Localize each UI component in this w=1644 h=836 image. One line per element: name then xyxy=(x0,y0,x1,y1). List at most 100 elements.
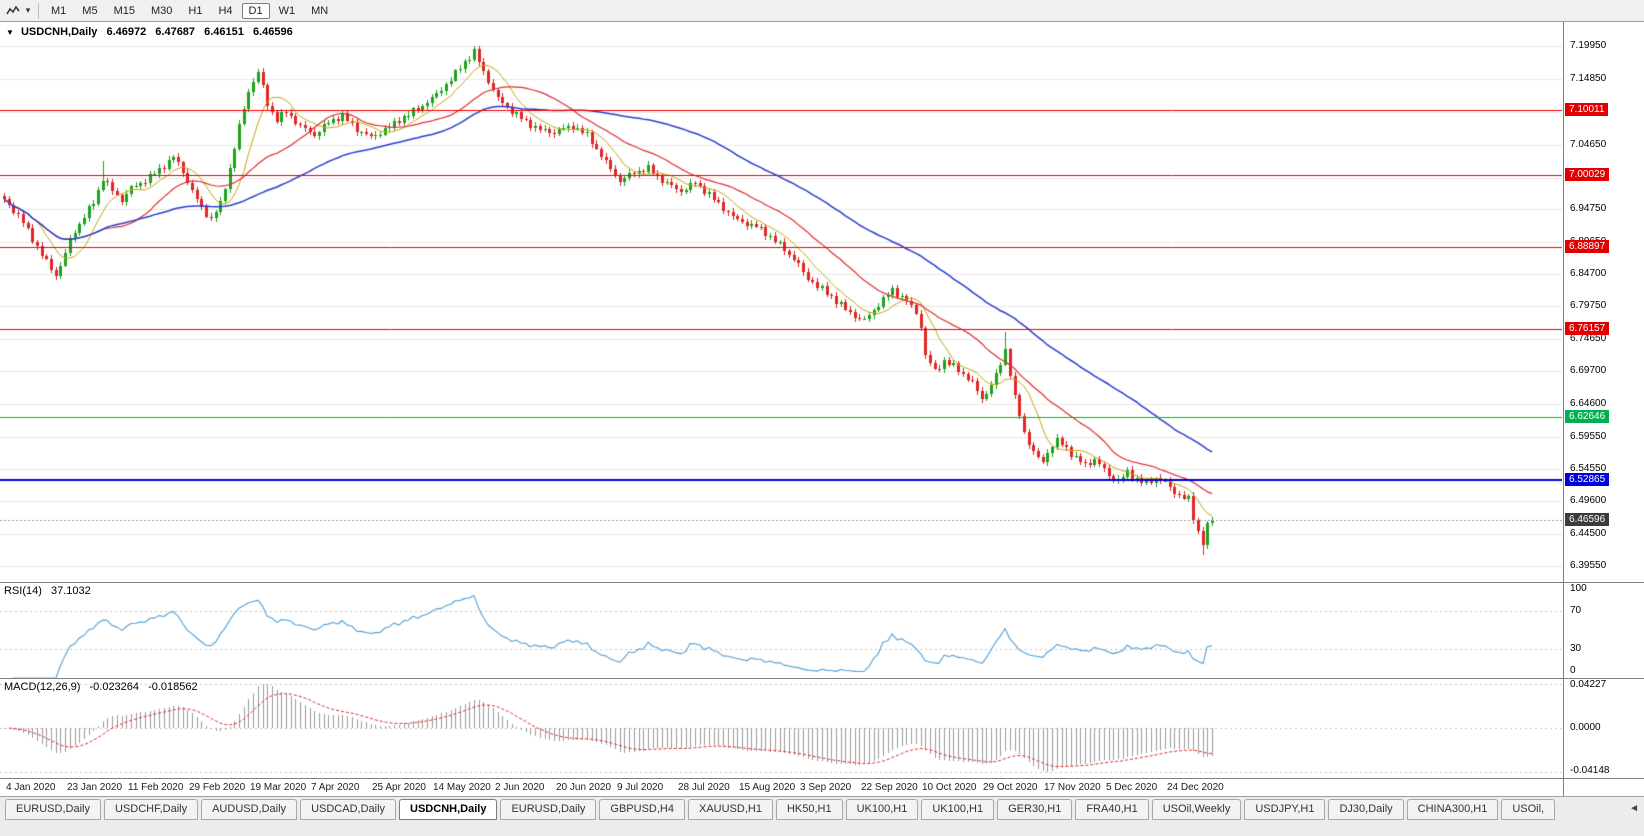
price-axis-label: 6.69700 xyxy=(1570,365,1607,376)
timeframe-button-mn[interactable]: MN xyxy=(311,4,329,17)
timeframe-buttons: M1 M5 M15 M30 H1 H4 D1 W1 MN xyxy=(43,2,336,19)
time-axis-label: 28 Jul 2020 xyxy=(678,782,730,793)
price-axis-label: 6.59550 xyxy=(1570,431,1607,442)
macd-axis-label: 0.0000 xyxy=(1570,722,1601,733)
time-axis-label: 5 Dec 2020 xyxy=(1106,782,1158,793)
level-price-label: 6.88897 xyxy=(1565,240,1610,253)
macd-axis-label: 0.04227 xyxy=(1570,679,1607,690)
price-axis-label: 6.54550 xyxy=(1570,463,1607,474)
chart-region: ▼ USDCNH,Daily 6.46972 6.47687 6.46151 6… xyxy=(0,22,1644,796)
level-price-label: 6.76157 xyxy=(1565,322,1610,335)
ohlc-high: 6.47687 xyxy=(155,26,196,38)
level-price-label: 6.52865 xyxy=(1565,473,1610,486)
rsi-axis-label: 30 xyxy=(1570,643,1582,654)
time-axis-label: 29 Oct 2020 xyxy=(983,782,1038,793)
collapse-icon[interactable]: ▼ xyxy=(6,28,14,37)
time-axis-label: 17 Nov 2020 xyxy=(1044,782,1101,793)
symbol-period-label: USDCNH,Daily xyxy=(20,26,98,38)
timeframe-toolbar: ▾ M1 M5 M15 M30 H1 H4 D1 W1 MN xyxy=(0,0,1644,22)
rsi-indicator-label: RSI(14) 37.1032 xyxy=(4,585,91,597)
macd-signal-value: -0.018562 xyxy=(148,681,198,693)
rsi-name: RSI(14) xyxy=(4,585,42,597)
chart-tab-usdchf-daily[interactable]: USDCHF,Daily xyxy=(103,799,199,820)
chart-tab-eurusd-daily[interactable]: EURUSD,Daily xyxy=(500,799,597,820)
price-axis-label: 6.84700 xyxy=(1570,268,1607,279)
chart-type-dropdown-icon[interactable]: ▾ xyxy=(25,5,31,15)
ohlc-close: 6.46596 xyxy=(252,26,293,38)
time-axis-label: 7 Apr 2020 xyxy=(311,782,360,793)
chart-tab-usoil-weekly[interactable]: USOil,Weekly xyxy=(1151,799,1242,820)
timeframe-button-h4[interactable]: H4 xyxy=(218,4,233,17)
macd-axis-label: -0.04148 xyxy=(1570,765,1610,776)
chart-tabs: EURUSD,Daily USDCHF,Daily AUDUSD,Daily USDC… xyxy=(2,799,1556,820)
price-axis-label: 6.74650 xyxy=(1570,333,1607,344)
chart-tab-uk100-h1[interactable]: UK100,H1 xyxy=(921,799,995,820)
chart-tab-usdjpy-h1[interactable]: USDJPY,H1 xyxy=(1244,799,1326,820)
macd-name: MACD(12,26,9) xyxy=(4,681,81,693)
timeframe-button-m1[interactable]: M1 xyxy=(51,4,67,17)
chart-tab-hk50-h1[interactable]: HK50,H1 xyxy=(775,799,843,820)
price-axis-label: 6.94750 xyxy=(1570,203,1607,214)
price-axis-label: 6.49600 xyxy=(1570,495,1607,506)
macd-indicator-label: MACD(12,26,9) -0.023264 -0.018562 xyxy=(4,681,198,693)
chart-tab-uk100-h1[interactable]: UK100,H1 xyxy=(845,799,919,820)
time-axis-label: 15 Aug 2020 xyxy=(739,782,796,793)
chart-tab-bar: EURUSD,Daily USDCHF,Daily AUDUSD,Daily USDC… xyxy=(0,796,1644,836)
chart-tab-dj30-daily[interactable]: DJ30,Daily xyxy=(1328,799,1404,820)
timeframe-button-m5[interactable]: M5 xyxy=(82,4,98,17)
time-axis-label: 29 Feb 2020 xyxy=(189,782,246,793)
timeframe-button-d1[interactable]: D1 xyxy=(241,2,270,19)
time-axis-label: 14 May 2020 xyxy=(433,782,491,793)
time-axis-label: 19 Mar 2020 xyxy=(250,782,307,793)
level-price-label: 6.62646 xyxy=(1565,410,1610,423)
price-axis-label: 6.64600 xyxy=(1570,398,1607,409)
price-axis-label: 6.39550 xyxy=(1570,560,1607,571)
chart-tab-fra40-h1[interactable]: FRA40,H1 xyxy=(1075,799,1149,820)
time-axis-label: 3 Sep 2020 xyxy=(800,782,852,793)
rsi-value: 37.1032 xyxy=(50,585,91,597)
price-chart-canvas[interactable] xyxy=(0,22,1562,796)
price-axis-label: 7.04650 xyxy=(1570,139,1607,150)
panel-separator xyxy=(0,778,1644,779)
level-price-label: 7.00029 xyxy=(1565,168,1610,181)
chart-title: ▼ USDCNH,Daily 6.46972 6.47687 6.46151 6… xyxy=(6,26,299,38)
level-price-label: 7.10011 xyxy=(1565,103,1609,116)
time-axis-label: 9 Jul 2020 xyxy=(617,782,664,793)
ohlc-low: 6.46151 xyxy=(204,26,244,38)
chart-tab-usdcad-daily[interactable]: USDCAD,Daily xyxy=(300,799,397,820)
chart-tab-gbpusd-h4[interactable]: GBPUSD,H4 xyxy=(599,799,685,820)
price-axis[interactable]: 7.199507.148507.097507.046506.995506.947… xyxy=(1563,22,1644,796)
time-axis[interactable]: 4 Jan 2020 23 Jan 2020 11 Feb 2020 29 Feb 2… xyxy=(0,778,1562,796)
chart-tab-eurusd-daily[interactable]: EURUSD,Daily xyxy=(5,799,101,820)
chart-type-icon[interactable] xyxy=(4,2,22,20)
time-axis-label: 23 Jan 2020 xyxy=(67,782,123,793)
time-axis-label: 4 Jan 2020 xyxy=(6,782,56,793)
rsi-axis-label: 0 xyxy=(1570,665,1576,676)
chart-tab-ger30-h1[interactable]: GER30,H1 xyxy=(997,799,1073,820)
toolbar-separator xyxy=(38,2,39,19)
timeframe-button-m30[interactable]: M30 xyxy=(150,4,173,17)
timeframe-button-h1[interactable]: H1 xyxy=(188,4,203,17)
price-axis-label: 6.79750 xyxy=(1570,300,1607,311)
chart-tab-usdcnh-daily[interactable]: USDCNH,Daily xyxy=(399,799,498,820)
time-axis-label: 22 Sep 2020 xyxy=(861,782,918,793)
tab-scroll-left-icon[interactable]: ◄ xyxy=(1629,803,1639,814)
time-axis-label: 10 Oct 2020 xyxy=(922,782,977,793)
timeframe-button-m15[interactable]: M15 xyxy=(113,4,135,17)
chart-tab-audusd-daily[interactable]: AUDUSD,Daily xyxy=(201,799,298,820)
rsi-axis-label: 70 xyxy=(1570,605,1582,616)
timeframe-button-w1[interactable]: W1 xyxy=(278,4,296,17)
price-axis-label: 7.19950 xyxy=(1570,40,1607,51)
time-axis-label: 25 Apr 2020 xyxy=(372,782,426,793)
chart-tab-china300-h1[interactable]: CHINA300,H1 xyxy=(1406,799,1499,820)
price-axis-label: 7.14850 xyxy=(1570,73,1607,84)
time-axis-label: 20 Jun 2020 xyxy=(556,782,612,793)
macd-main-value: -0.023264 xyxy=(89,681,140,693)
price-axis-label: 6.44500 xyxy=(1570,528,1607,539)
panel-separator[interactable] xyxy=(0,678,1644,679)
panel-separator[interactable] xyxy=(0,582,1644,583)
chart-tab-usoil-[interactable]: USOil, xyxy=(1501,799,1556,820)
rsi-axis-label: 100 xyxy=(1570,583,1587,594)
chart-tab-xauusd-h1[interactable]: XAUUSD,H1 xyxy=(687,799,773,820)
